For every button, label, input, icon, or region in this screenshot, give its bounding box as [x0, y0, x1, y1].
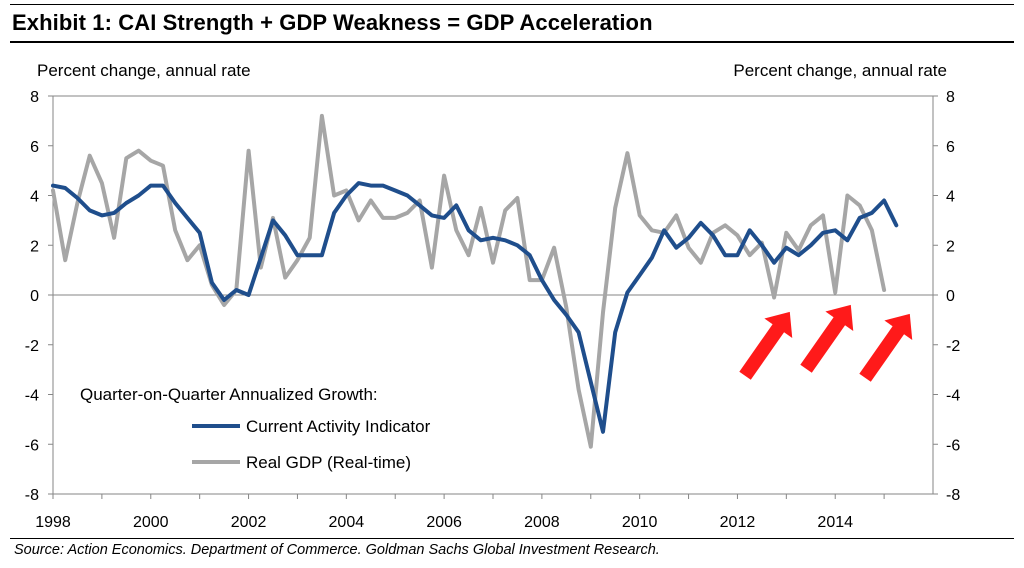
x-tick-label: 1998	[35, 514, 71, 531]
legend-title: Quarter-on-Quarter Annualized Growth:	[80, 385, 378, 404]
x-tick-label: 2014	[817, 514, 853, 531]
y-tick-label-left: 6	[30, 139, 39, 156]
chart-legend: Quarter-on-Quarter Annualized Growth: Cur…	[80, 385, 431, 472]
chart-axes: 8 8 6 6 4 4 2 2 0 0 -2 -2 -4 -4 -6 -6 -8 -8 1998 2000 2002 20…	[25, 61, 961, 531]
red-arrow-2	[800, 304, 854, 373]
y-tick-label-left: -4	[25, 388, 39, 405]
y-tick-label-right: -6	[946, 437, 960, 454]
y-tick-label-right: 4	[946, 189, 955, 206]
y-tick-label-right: 6	[946, 139, 955, 156]
title-rule	[10, 41, 1014, 43]
y-tick-label-left: -8	[25, 487, 39, 504]
chart-series	[51, 113, 899, 449]
y-tick-label-left: -2	[25, 338, 39, 355]
red-arrow-3	[859, 313, 913, 382]
chart-annotations	[739, 304, 913, 382]
x-tick-label: 2008	[524, 514, 560, 531]
y-tick-label-left: 4	[30, 189, 39, 206]
y-tick-label-left: 0	[30, 288, 39, 305]
y-tick-label-left: -6	[25, 437, 39, 454]
y-tick-label-right: 8	[946, 89, 955, 106]
x-tick-label: 2000	[133, 514, 169, 531]
bottom-rule	[10, 538, 1014, 539]
y-tick-label-left: 2	[30, 238, 39, 255]
y-tick-label-right: -4	[946, 388, 960, 405]
legend-label-cai: Current Activity Indicator	[246, 417, 431, 436]
y-tick-label-left: 8	[30, 89, 39, 106]
x-tick-label: 2012	[720, 514, 756, 531]
series-line-1	[51, 113, 887, 449]
y-tick-label-right: -8	[946, 487, 960, 504]
legend-label-gdp: Real GDP (Real-time)	[246, 453, 411, 472]
y-tick-label-right: 0	[946, 288, 955, 305]
y-tick-label-right: -2	[946, 338, 960, 355]
x-tick-label: 2006	[426, 514, 462, 531]
series-line-0	[51, 181, 899, 434]
top-rule	[10, 4, 1014, 5]
y-tick-label-right: 2	[946, 238, 955, 255]
y-axis-label-right: Percent change, annual rate	[733, 61, 947, 80]
chart-title: Exhibit 1: CAI Strength + GDP Weakness =…	[12, 10, 653, 35]
line-chart: 8 8 6 6 4 4 2 2 0 0 -2 -2 -4 -4 -6 -6 -8 -8 1998 2000 2002 20…	[25, 61, 961, 531]
x-tick-label: 2010	[622, 514, 658, 531]
red-arrow-1	[739, 311, 793, 380]
source-note: Source: Action Economics. Department of …	[14, 542, 660, 558]
x-tick-label: 2002	[231, 514, 267, 531]
x-tick-label: 2004	[329, 514, 365, 531]
y-axis-label-left: Percent change, annual rate	[37, 61, 251, 80]
